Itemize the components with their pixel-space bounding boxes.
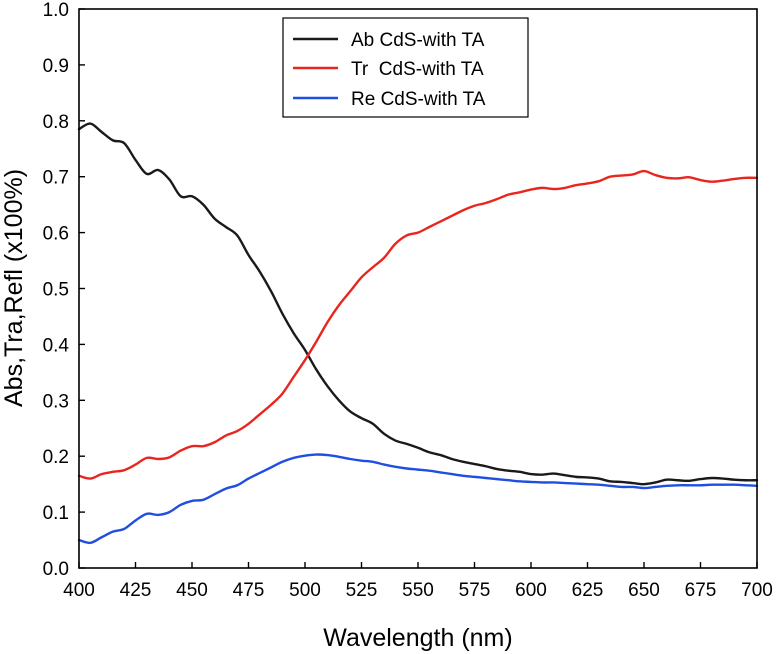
- y-tick-label: 0.3: [43, 391, 69, 412]
- y-tick-label: 0.9: [43, 56, 69, 77]
- x-tick-label: 450: [176, 580, 208, 601]
- x-tick-label: 700: [741, 580, 773, 601]
- legend: Ab CdS-with TA Tr CdS-with TA Re CdS-wit…: [282, 17, 529, 118]
- y-tick-label: 0.5: [43, 280, 69, 301]
- x-tick-label: 575: [459, 580, 491, 601]
- y-tick-label: 0.0: [43, 559, 69, 580]
- x-tick-label: 500: [289, 580, 321, 601]
- x-tick-label: 625: [572, 580, 604, 601]
- y-tick-label: 0.8: [43, 112, 69, 133]
- x-tick-label: 400: [63, 580, 95, 601]
- series-lines: [77, 122, 759, 545]
- series-line-1: [77, 169, 759, 480]
- x-tick-label: 425: [120, 580, 152, 601]
- y-tick-label: 0.2: [43, 447, 69, 468]
- y-axis-title: Abs,Tra,Refl (x100%): [0, 169, 28, 407]
- x-tick-label: 475: [233, 580, 265, 601]
- y-tick-label: 1.0: [43, 0, 69, 21]
- x-tick-label: 675: [685, 580, 717, 601]
- x-axis-title: Wavelength (nm): [323, 624, 512, 652]
- x-tick-label: 600: [515, 580, 547, 601]
- legend-label-re: Re CdS-with TA: [351, 89, 486, 110]
- legend-label-tr: Tr CdS-with TA: [351, 59, 484, 80]
- y-tick-label: 0.6: [43, 224, 69, 245]
- x-tick-label: 550: [402, 580, 434, 601]
- y-tick-label: 0.4: [43, 335, 70, 356]
- x-tick-label: 525: [346, 580, 378, 601]
- series-line-2: [77, 453, 759, 545]
- y-tick-label: 0.7: [43, 168, 69, 189]
- x-tick-label: 650: [628, 580, 660, 601]
- legend-label-ab: Ab CdS-with TA: [351, 30, 485, 51]
- series-line-0: [77, 122, 759, 486]
- axis-ticks: 400 425 450 475 500 525 550 575 600 625 650 675 700 0…: [43, 0, 773, 601]
- y-tick-label: 0.1: [43, 503, 69, 524]
